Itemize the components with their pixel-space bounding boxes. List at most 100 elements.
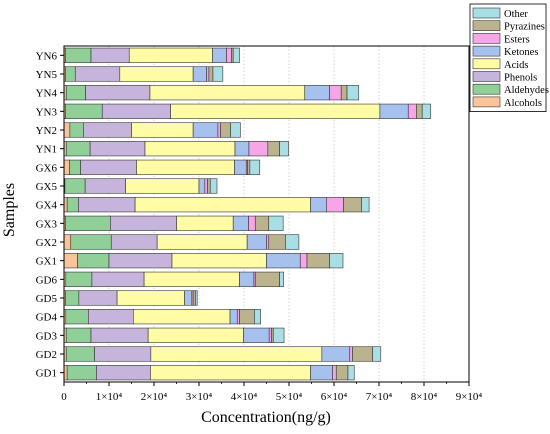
bar-segment bbox=[134, 197, 311, 213]
bar-segment bbox=[64, 178, 86, 194]
bar-segment bbox=[170, 103, 381, 119]
bar-segment bbox=[254, 271, 280, 287]
y-tick-label: GX5 bbox=[36, 181, 58, 193]
bar-segment bbox=[110, 215, 177, 231]
bar-segment bbox=[69, 159, 81, 175]
bar-segment bbox=[156, 234, 248, 250]
bar-segment bbox=[176, 215, 234, 231]
bar-segment bbox=[207, 178, 211, 194]
bar-segment bbox=[65, 103, 103, 119]
legend-swatch bbox=[472, 7, 501, 19]
bar-segment bbox=[230, 122, 241, 138]
bar-segment bbox=[192, 66, 207, 82]
bar-segment bbox=[65, 309, 89, 325]
bar-segment bbox=[94, 346, 152, 362]
y-tick-label: GX1 bbox=[36, 256, 57, 268]
bar-segment bbox=[340, 85, 348, 101]
bar-segment bbox=[347, 365, 355, 381]
bar-segment bbox=[208, 66, 214, 82]
bar-segment bbox=[65, 290, 80, 306]
legend-swatch bbox=[472, 20, 501, 32]
x-tick-label: 9×10⁴ bbox=[456, 391, 483, 403]
bar-segment bbox=[321, 346, 351, 362]
bar-segment bbox=[83, 122, 132, 138]
y-tick-label: YN1 bbox=[36, 144, 57, 156]
bar-segment bbox=[267, 141, 280, 157]
bar-segment bbox=[101, 103, 171, 119]
y-tick-label: GX3 bbox=[36, 218, 58, 230]
y-tick-label: GD1 bbox=[36, 368, 57, 380]
bar-segment bbox=[90, 47, 130, 63]
bar-segment bbox=[268, 234, 286, 250]
y-tick-label: YN5 bbox=[36, 69, 58, 81]
bar-segment bbox=[407, 103, 417, 119]
bar-segment bbox=[246, 234, 267, 250]
legend-label: Pyrazines bbox=[504, 22, 545, 33]
bar-segment bbox=[266, 234, 270, 250]
bar-segment bbox=[248, 215, 256, 231]
bar-segment bbox=[304, 85, 330, 101]
y-tick-label: GX4 bbox=[36, 200, 58, 212]
bar-segment bbox=[65, 85, 86, 101]
y-tick-label: GD2 bbox=[36, 349, 57, 361]
bar-segment bbox=[192, 122, 219, 138]
bar-segment bbox=[88, 309, 134, 325]
bar-segment bbox=[310, 197, 327, 213]
bar-segment bbox=[421, 103, 432, 119]
x-tick-label: 6×10⁴ bbox=[321, 391, 348, 403]
bar-segment bbox=[209, 178, 218, 194]
x-tick-label: 2×10⁴ bbox=[141, 391, 168, 403]
bar-segment bbox=[226, 47, 232, 63]
bar-segment bbox=[143, 271, 240, 287]
bar-segment bbox=[65, 66, 76, 82]
y-tick-label: GD6 bbox=[36, 274, 58, 286]
bars bbox=[63, 47, 432, 381]
bar-segment bbox=[285, 234, 300, 250]
bar-segment bbox=[90, 327, 149, 343]
bar-segment bbox=[249, 159, 261, 175]
legend-swatch bbox=[472, 58, 501, 70]
bar-segment bbox=[329, 85, 342, 101]
bar-segment bbox=[232, 215, 249, 231]
y-tick-label: GD4 bbox=[36, 312, 58, 324]
bar-segment bbox=[192, 290, 196, 306]
bar-segment bbox=[149, 85, 306, 101]
bar-segment bbox=[206, 66, 210, 82]
bar-segment bbox=[77, 253, 110, 269]
bar-segment bbox=[220, 122, 231, 138]
y-tick-label: GX6 bbox=[36, 162, 58, 174]
bar-segment bbox=[65, 346, 95, 362]
bar-segment bbox=[78, 290, 118, 306]
bar-segment bbox=[204, 178, 208, 194]
x-tick-label: 3×10⁴ bbox=[186, 391, 213, 403]
bar-segment bbox=[243, 327, 270, 343]
bar-segment bbox=[299, 253, 308, 269]
bar-segment bbox=[96, 365, 151, 381]
x-tick-label: 1×10⁴ bbox=[96, 391, 123, 403]
x-tick-label: 5×10⁴ bbox=[276, 391, 303, 403]
legend-swatch bbox=[472, 45, 501, 57]
bar-segment bbox=[84, 178, 126, 194]
bar-segment bbox=[234, 141, 250, 157]
x-tick-label: 0 bbox=[61, 391, 67, 403]
bar-segment bbox=[343, 197, 362, 213]
bar-segment bbox=[80, 159, 137, 175]
bar-segment bbox=[66, 365, 97, 381]
bar-segment bbox=[212, 66, 224, 82]
bar-segment bbox=[119, 66, 194, 82]
bar-segment bbox=[63, 253, 78, 269]
legend-swatch bbox=[472, 83, 501, 95]
bar-segment bbox=[198, 178, 206, 194]
bar-segment bbox=[131, 122, 194, 138]
bar-segment bbox=[212, 47, 227, 63]
legend-label: Other bbox=[504, 9, 528, 20]
bar-segment bbox=[65, 271, 93, 287]
bar-segment bbox=[184, 290, 193, 306]
y-tick-label: GD5 bbox=[36, 293, 58, 305]
bar-segment bbox=[279, 271, 284, 287]
bar-segment bbox=[65, 141, 91, 157]
bar-segment bbox=[236, 309, 240, 325]
legend-label: Ketones bbox=[504, 47, 538, 58]
bar-segment bbox=[268, 215, 284, 231]
